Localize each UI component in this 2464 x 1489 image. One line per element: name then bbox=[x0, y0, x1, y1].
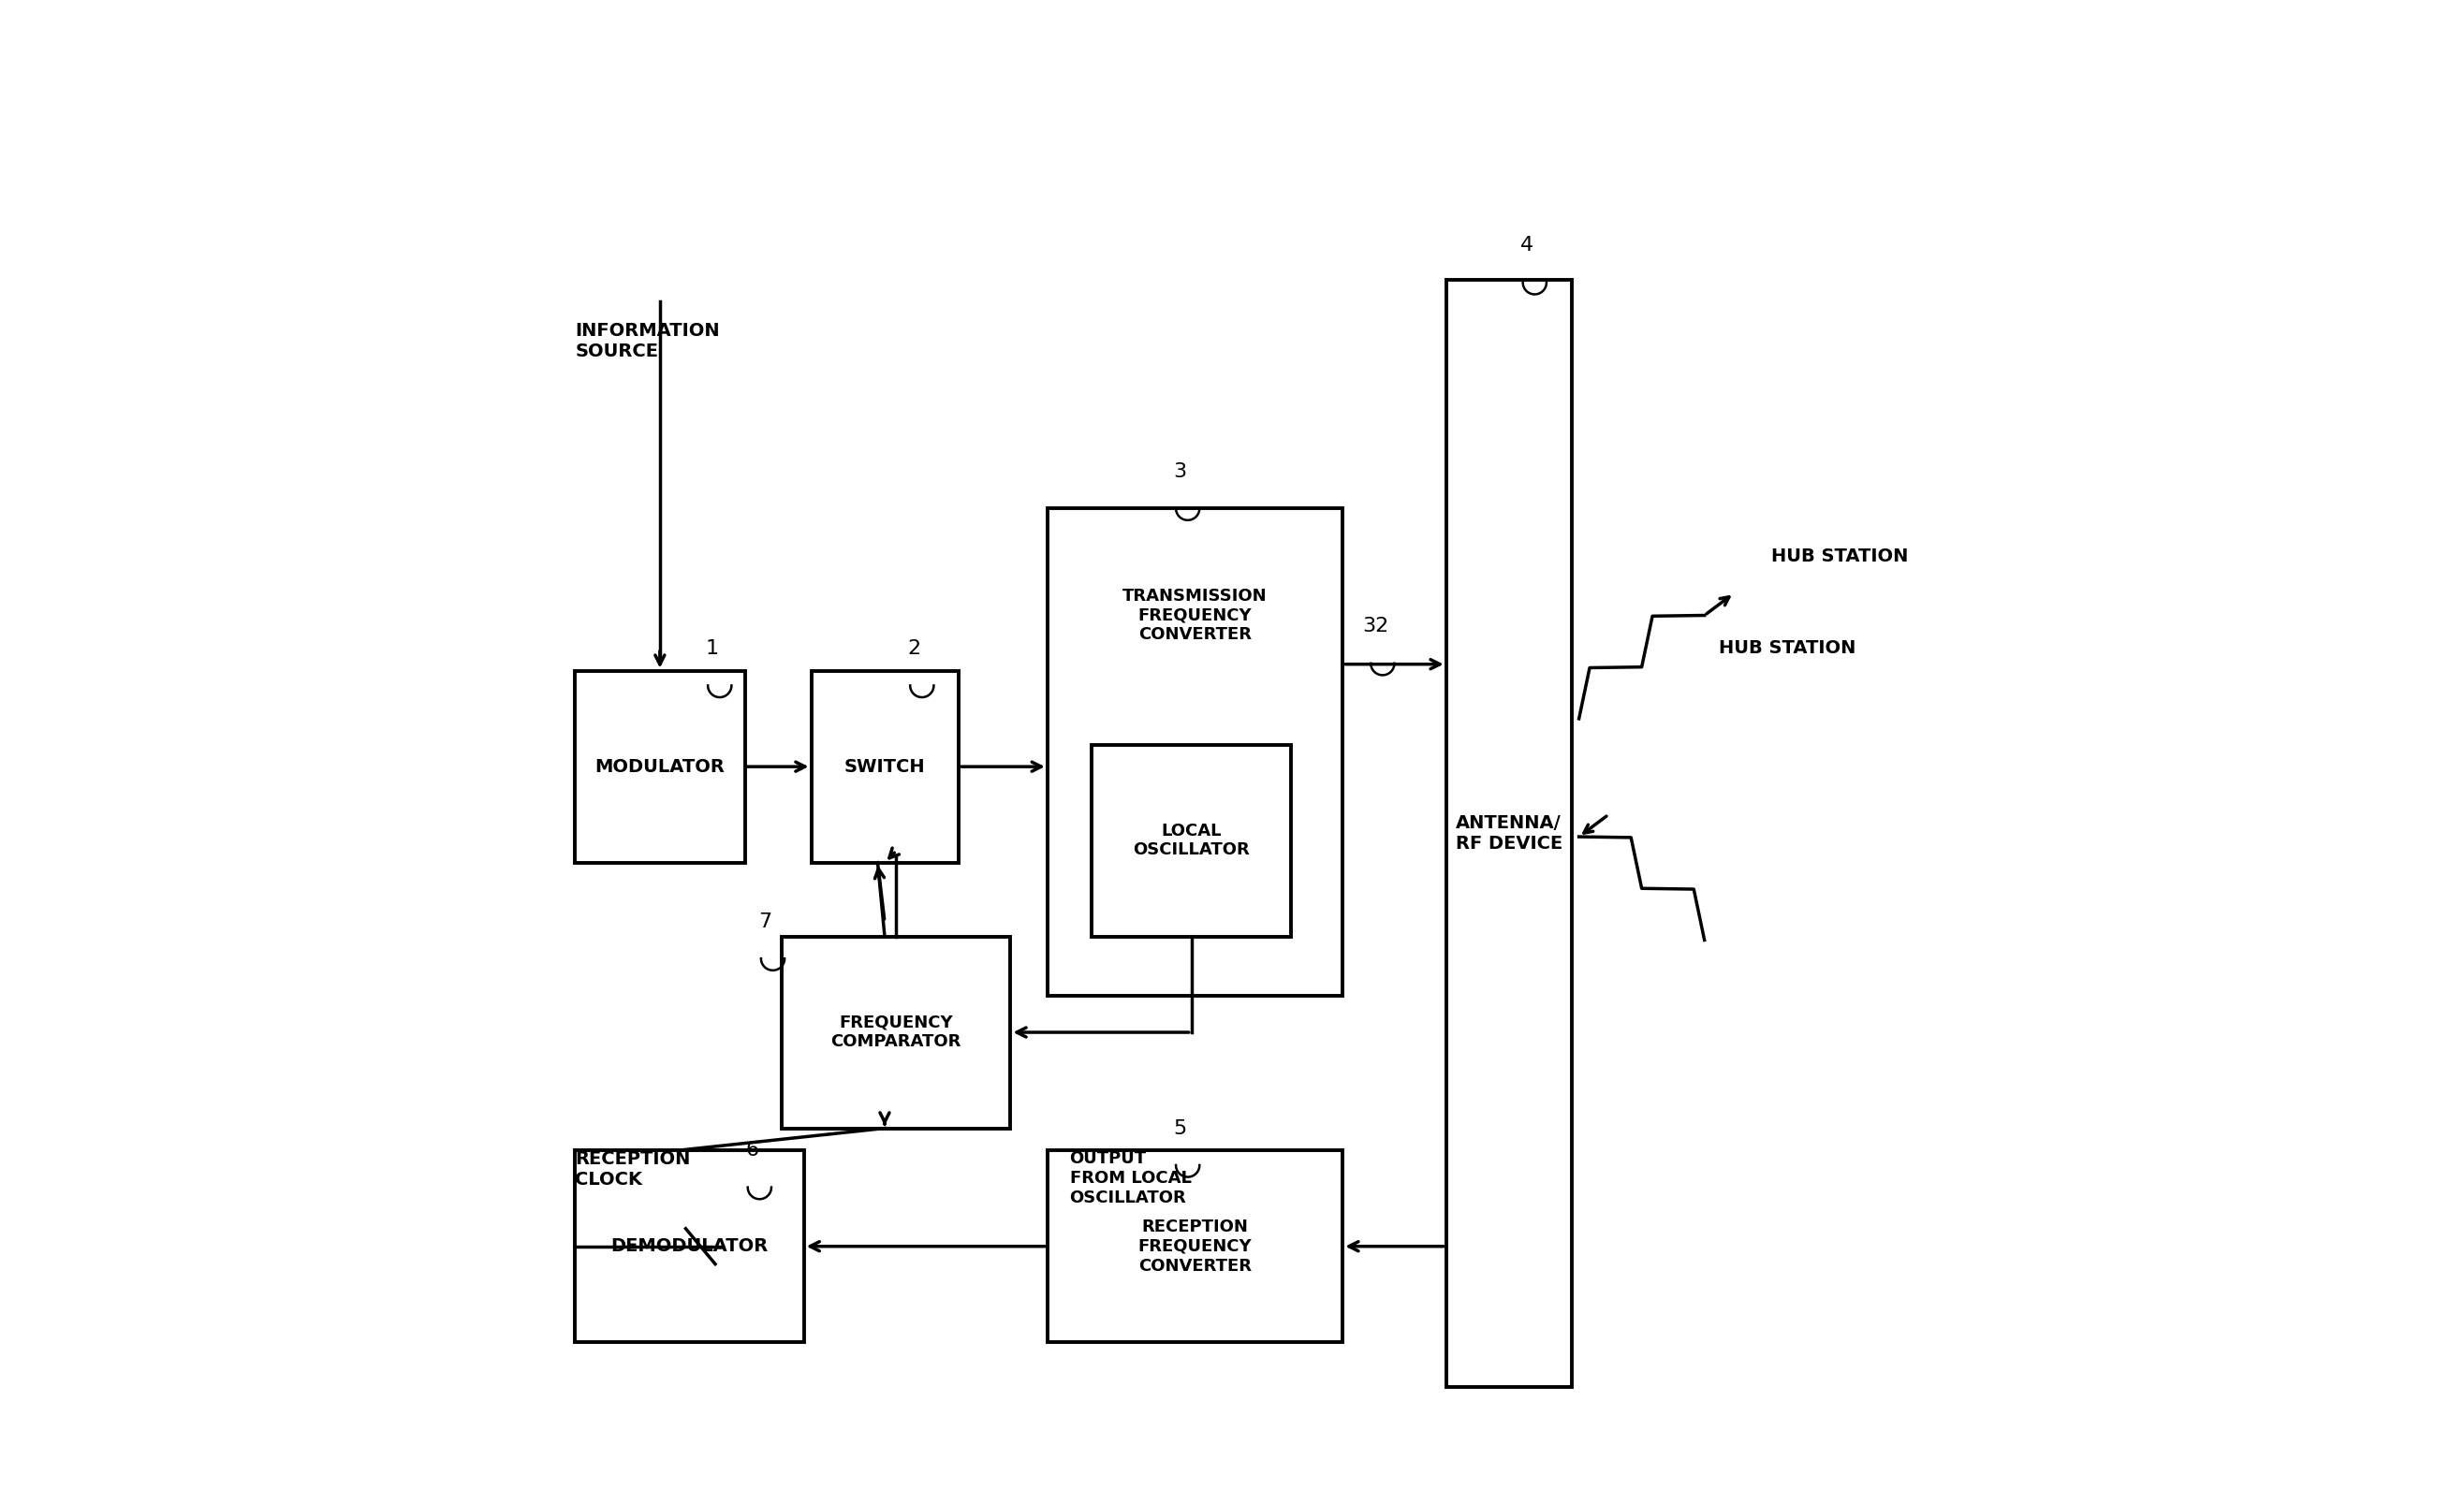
Bar bbox=[574, 1151, 803, 1342]
Text: 7: 7 bbox=[759, 913, 771, 931]
Text: RECEPTION
FREQUENCY
CONVERTER: RECEPTION FREQUENCY CONVERTER bbox=[1138, 1218, 1252, 1275]
Text: LOCAL
OSCILLATOR: LOCAL OSCILLATOR bbox=[1133, 822, 1249, 859]
Bar bbox=[781, 937, 1010, 1129]
Bar bbox=[1446, 280, 1572, 1386]
Bar bbox=[1047, 1151, 1343, 1342]
Text: MODULATOR: MODULATOR bbox=[594, 758, 724, 776]
Text: ANTENNA/
RF DEVICE: ANTENNA/ RF DEVICE bbox=[1456, 814, 1562, 852]
Bar bbox=[811, 670, 958, 862]
Text: HUB STATION: HUB STATION bbox=[1772, 548, 1907, 566]
Text: 4: 4 bbox=[1520, 237, 1535, 255]
Bar bbox=[574, 670, 744, 862]
Text: 6: 6 bbox=[747, 1141, 759, 1160]
Text: 5: 5 bbox=[1173, 1118, 1188, 1138]
Text: 2: 2 bbox=[907, 639, 922, 658]
Text: OUTPUT
FROM LOCAL
OSCILLATOR: OUTPUT FROM LOCAL OSCILLATOR bbox=[1069, 1151, 1190, 1206]
Text: 1: 1 bbox=[705, 639, 719, 658]
Text: INFORMATION
SOURCE: INFORMATION SOURCE bbox=[574, 322, 719, 360]
Text: RECEPTION
CLOCK: RECEPTION CLOCK bbox=[574, 1151, 690, 1188]
Text: TRANSMISSION
FREQUENCY
CONVERTER: TRANSMISSION FREQUENCY CONVERTER bbox=[1124, 588, 1266, 643]
Text: SWITCH: SWITCH bbox=[845, 758, 926, 776]
Text: DEMODULATOR: DEMODULATOR bbox=[611, 1237, 769, 1255]
Text: 32: 32 bbox=[1363, 616, 1387, 636]
Text: HUB STATION: HUB STATION bbox=[1720, 640, 1855, 658]
Bar bbox=[1092, 744, 1291, 937]
Bar bbox=[1047, 508, 1343, 996]
Text: 3: 3 bbox=[1173, 462, 1188, 481]
Text: FREQUENCY
COMPARATOR: FREQUENCY COMPARATOR bbox=[830, 1014, 961, 1050]
